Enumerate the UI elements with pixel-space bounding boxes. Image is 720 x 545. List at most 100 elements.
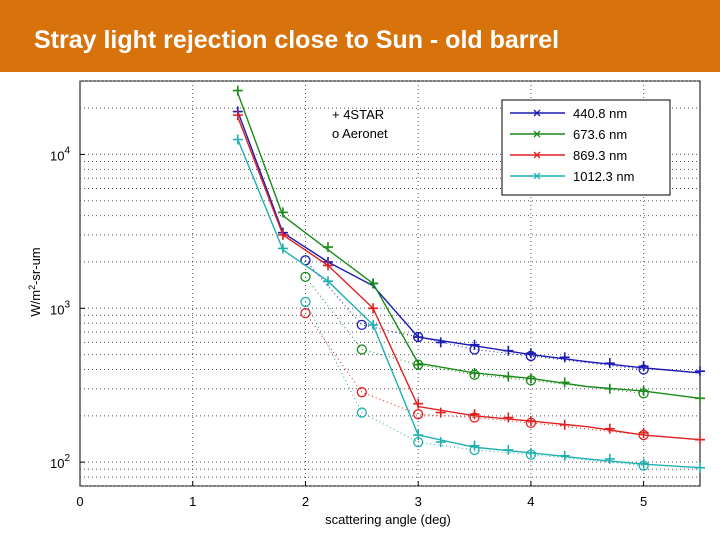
x-tick-label: 4 — [527, 494, 534, 509]
title-bar: Stray light rejection close to Sun - old… — [0, 0, 720, 72]
aeronet-marker — [525, 375, 537, 386]
aeronet-marker — [413, 409, 424, 420]
star-marker — [604, 358, 615, 369]
star-marker — [695, 393, 705, 404]
star-marker — [435, 407, 446, 418]
legend-marker — [533, 172, 541, 180]
x-ticks: 0 1 2 3 4 5 — [76, 481, 647, 509]
legend: 440.8 nm 673.6 nm 869.3 nm 1012.3 nm — [501, 99, 671, 196]
star-marker — [413, 398, 424, 409]
star-marker — [323, 242, 333, 253]
y-axis-label-sup: 2 — [27, 285, 37, 290]
star-marker — [559, 450, 570, 461]
legend-label: 440.8 nm — [573, 106, 627, 121]
aeronet-marker — [356, 344, 367, 355]
star-marker — [503, 345, 514, 356]
legend-marker — [533, 130, 541, 138]
series-line-1 — [237, 92, 701, 400]
x-axis-label: scattering angle (deg) — [325, 512, 451, 527]
aeronet-marker — [469, 412, 480, 423]
y-tick-label: 102 — [50, 453, 70, 471]
aeronet-marker — [413, 359, 424, 370]
star-marker — [559, 419, 570, 430]
star-marker — [559, 352, 570, 363]
aeronet-marker — [638, 460, 649, 471]
star-marker — [503, 371, 514, 382]
aeronet-line-3 — [305, 301, 644, 467]
x-tick-label: 3 — [415, 494, 422, 509]
legend-label: 673.6 nm — [573, 127, 627, 142]
star-marker — [368, 278, 379, 289]
x-tick-label: 5 — [640, 494, 647, 509]
y-ticks: 102 103 104 — [50, 145, 85, 471]
star-marker — [232, 85, 243, 96]
aeronet-line-1 — [305, 276, 644, 394]
star-marker — [368, 303, 379, 314]
aeronet-line-0 — [305, 259, 644, 371]
series-line-3 — [237, 139, 701, 469]
aeronet-marker — [525, 417, 537, 429]
legend-marker — [533, 151, 541, 159]
aeronet-marker — [525, 449, 537, 460]
star-marker — [503, 412, 514, 423]
aeronet-line-2 — [305, 312, 644, 436]
aeronet-marker — [469, 444, 480, 456]
slide-title: Stray light rejection close to Sun - old… — [34, 26, 560, 54]
y-tick-label: 103 — [50, 299, 70, 317]
star-marker — [559, 377, 570, 388]
annotations: + 4STAR o Aeronet — [332, 107, 388, 141]
legend-label: 869.3 nm — [573, 148, 627, 163]
aeronet-marker — [356, 407, 367, 418]
star-marker — [323, 276, 333, 287]
star-marker — [232, 134, 243, 145]
star-marker — [232, 110, 243, 121]
star-marker — [638, 458, 649, 469]
star-marker — [525, 416, 536, 427]
star-marker — [435, 437, 446, 448]
legend-box — [501, 99, 671, 196]
aeronet-marker — [300, 271, 311, 283]
aeronet-marker — [469, 369, 480, 380]
y-tick-label: 104 — [50, 145, 70, 163]
series-layer — [232, 85, 705, 473]
aeronet-marker — [413, 436, 424, 448]
star-marker — [638, 427, 649, 438]
star-marker — [604, 453, 615, 464]
star-marker — [413, 359, 424, 370]
aeronet-marker — [638, 364, 649, 375]
aeronet-marker — [356, 387, 367, 398]
star-marker — [277, 207, 288, 218]
star-marker — [503, 444, 514, 455]
y-axis-label: W/m2-sr-um — [27, 247, 43, 316]
aeronet-marker — [413, 331, 424, 343]
aeronet-marker — [638, 388, 649, 399]
star-marker — [525, 373, 536, 384]
star-marker — [368, 319, 379, 330]
series-line-0 — [237, 111, 701, 374]
annotation-4star: + 4STAR — [332, 107, 384, 122]
x-tick-label: 1 — [189, 494, 196, 509]
star-marker — [695, 366, 705, 377]
annotation-aeronet: o Aeronet — [332, 126, 388, 141]
aeronet-marker — [525, 350, 537, 362]
star-marker — [604, 423, 615, 434]
star-marker — [604, 383, 615, 394]
star-marker — [323, 260, 333, 271]
star-marker — [695, 434, 705, 445]
legend-label: 1012.3 nm — [573, 169, 634, 184]
aeronet-marker — [469, 344, 480, 355]
star-marker — [277, 229, 288, 240]
legend-marker — [533, 109, 541, 117]
aeronet-marker — [638, 429, 649, 441]
star-marker — [435, 337, 446, 348]
star-marker — [277, 243, 288, 254]
x-tick-label: 2 — [302, 494, 309, 509]
aeronet-marker — [300, 296, 311, 308]
aeronet-marker — [356, 319, 367, 331]
aeronet-marker — [300, 307, 311, 319]
star-marker — [413, 430, 424, 441]
x-tick-label: 0 — [76, 494, 83, 509]
series-line-2 — [237, 116, 701, 441]
